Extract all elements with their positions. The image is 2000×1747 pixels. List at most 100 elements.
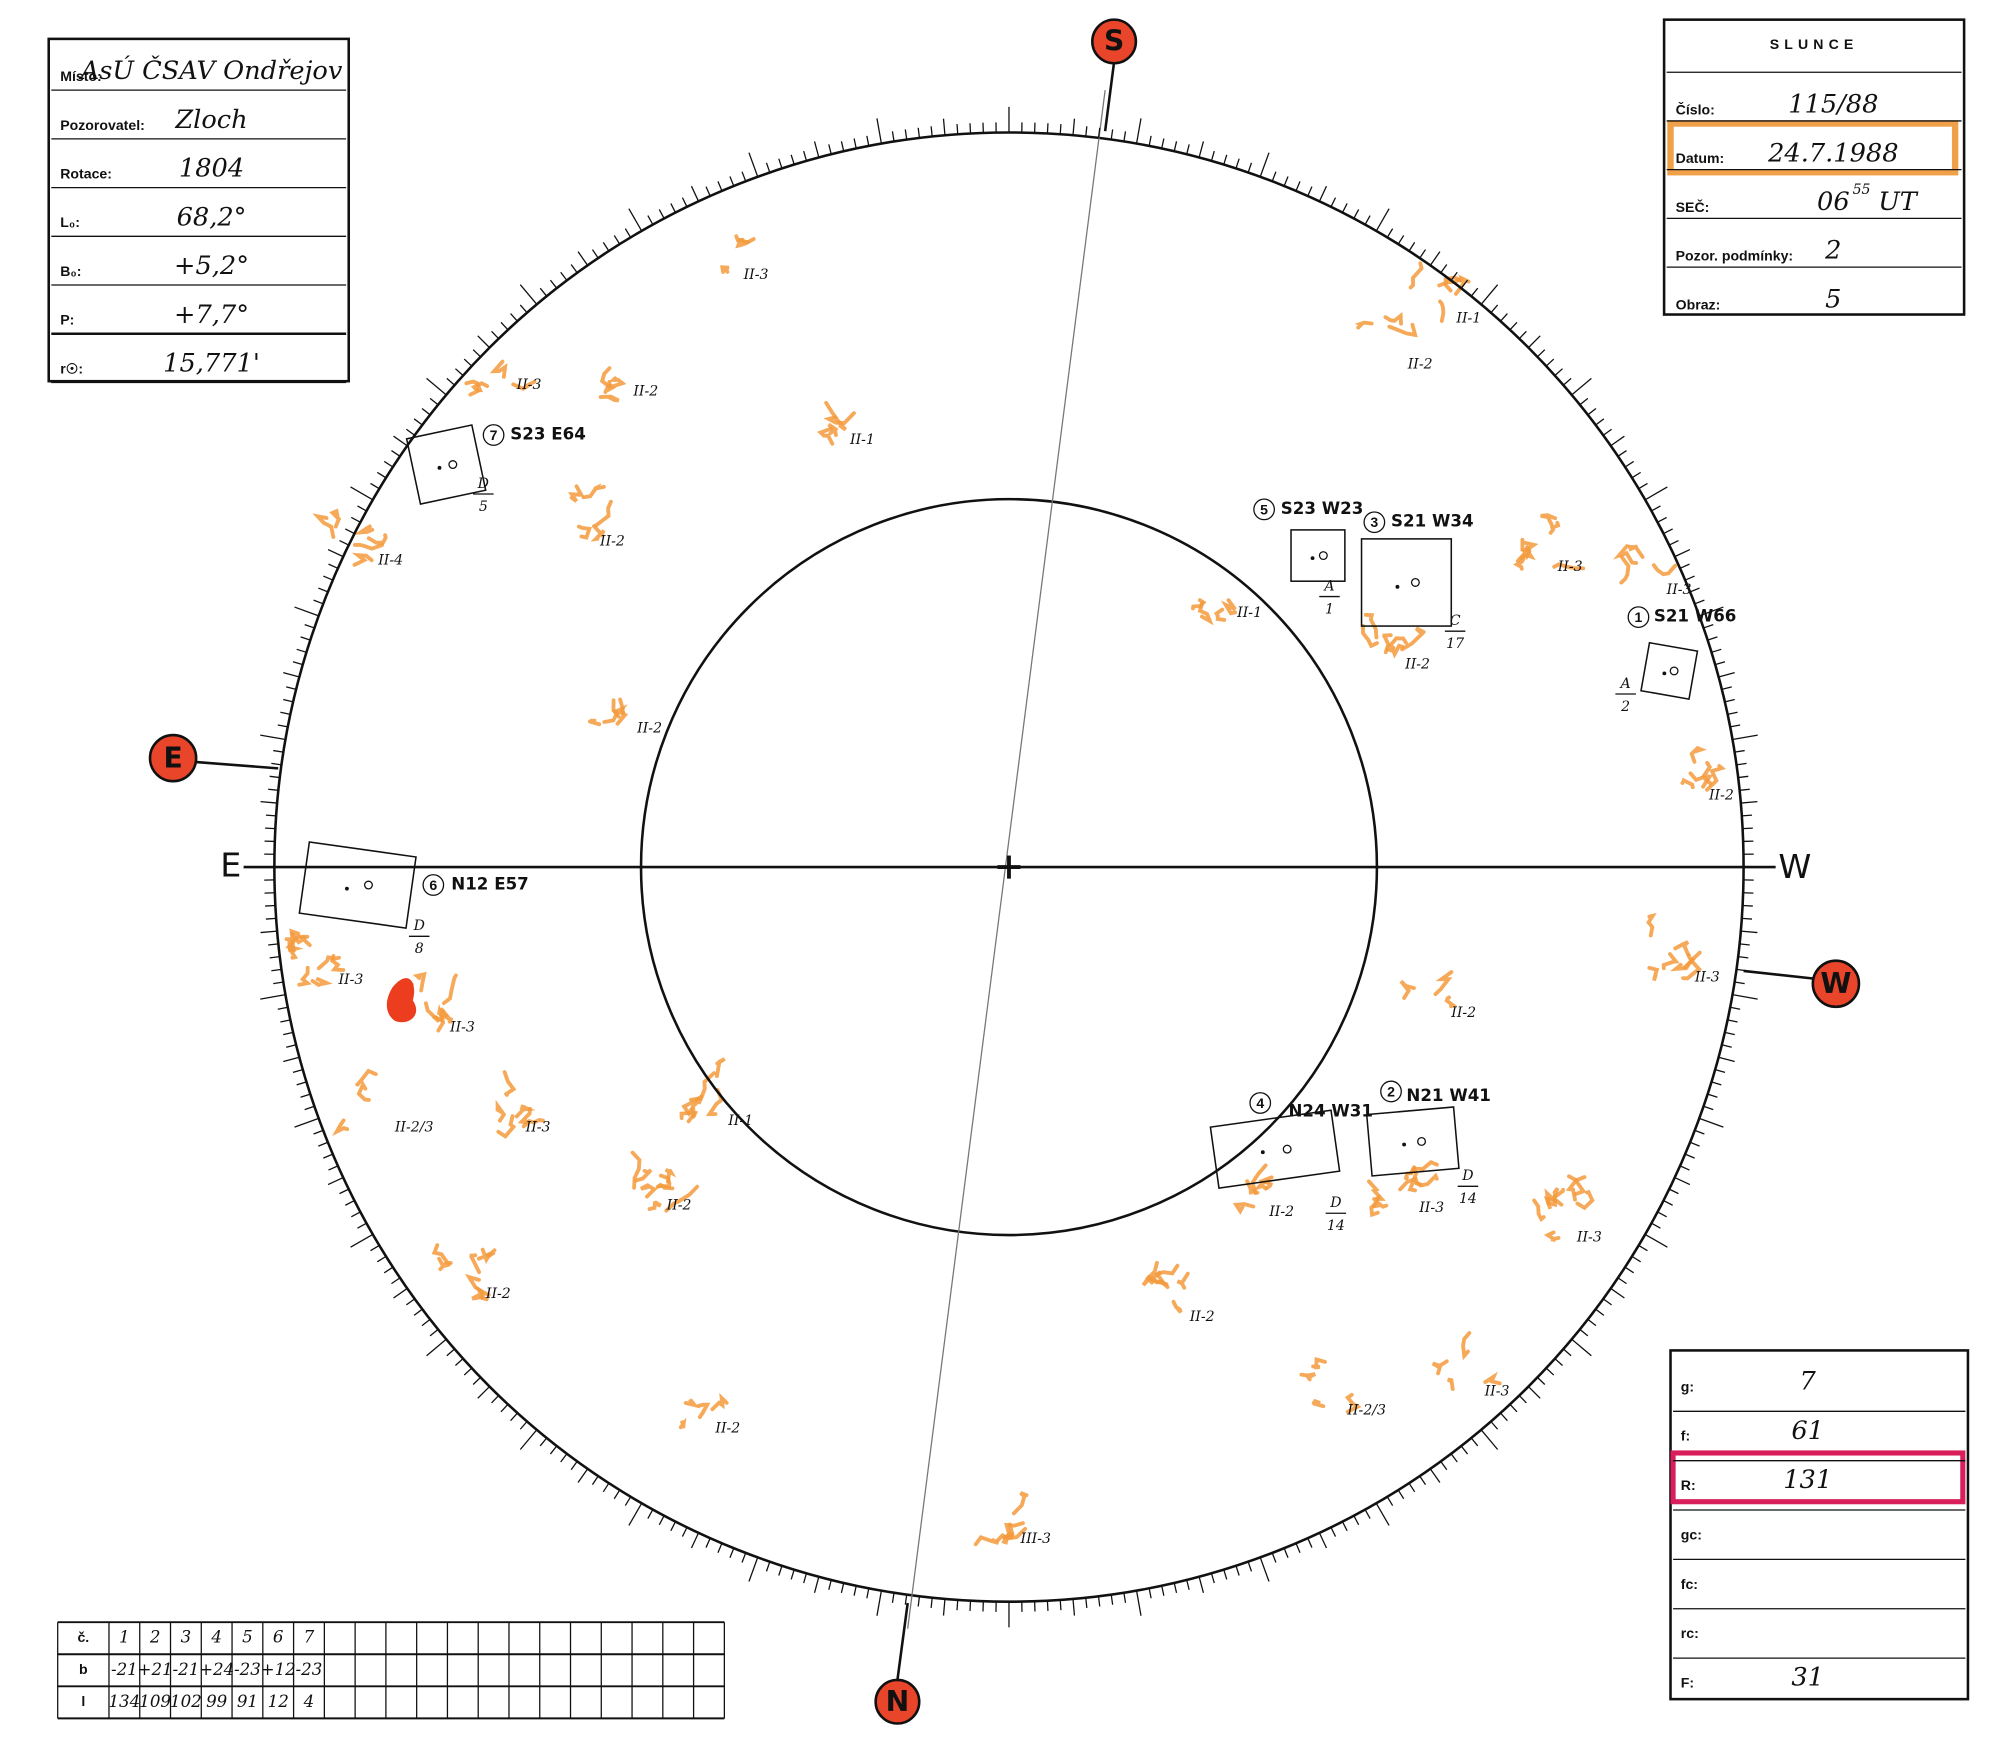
limb-tick (969, 1600, 972, 1611)
limb-tick (549, 1445, 558, 1455)
facula (489, 359, 508, 379)
summary-label: f: (1681, 1428, 1690, 1444)
table-cell: 91 (237, 1692, 258, 1711)
limb-tick (1271, 171, 1277, 182)
limb-tick (876, 118, 883, 144)
facula (355, 1068, 378, 1087)
facula (1444, 995, 1458, 1009)
limb-tick (1135, 118, 1142, 144)
limb-tick (1386, 1496, 1394, 1506)
limb-tick (1271, 1552, 1277, 1563)
group-box (1290, 529, 1346, 582)
facula-label: II-1 (727, 1113, 753, 1129)
facula (1646, 912, 1657, 938)
group-class: D (413, 918, 425, 934)
field-label: P: (60, 312, 74, 328)
group-position: S21 W34 (1391, 512, 1474, 531)
limb-tick (1724, 698, 1735, 703)
limb-tick (1470, 1437, 1479, 1447)
facula (973, 1535, 1000, 1547)
limb-tick (519, 1429, 538, 1450)
field-sup: 55 (1853, 182, 1871, 198)
limb-tick (1397, 1489, 1405, 1500)
limb-tick (1173, 1582, 1178, 1594)
facula (1613, 544, 1639, 565)
group-number: 4 (1256, 1095, 1264, 1111)
facula (1344, 1392, 1362, 1414)
limb-tick (729, 176, 735, 187)
limb-tick (283, 1056, 300, 1063)
facula (1700, 760, 1713, 789)
limb-tick (327, 549, 344, 558)
limb-tick (942, 1598, 946, 1616)
limb-tick (1644, 486, 1668, 501)
limb-tick (813, 1576, 820, 1593)
limb-tick (681, 197, 688, 208)
facula (657, 1173, 672, 1189)
limb-tick (1714, 661, 1726, 666)
facula (440, 1007, 454, 1024)
limb-tick (602, 1482, 610, 1493)
limb-tick (1732, 994, 1758, 1000)
field-value: 5 (1825, 284, 1841, 314)
table-cell: 99 (206, 1692, 228, 1711)
group-count: 1 (1325, 601, 1334, 617)
facula (1627, 544, 1645, 559)
limb-tick (1734, 749, 1745, 753)
facula (615, 697, 629, 726)
facula (1532, 1198, 1546, 1222)
spot (345, 886, 349, 891)
facula (1438, 299, 1446, 323)
facula (1680, 777, 1695, 790)
limb-tick (1579, 397, 1589, 406)
limb-tick (1527, 1386, 1541, 1399)
limb-tick (1587, 1318, 1597, 1327)
limb-tick (1707, 636, 1718, 641)
limb-tick (647, 1509, 654, 1519)
limb-tick (1663, 1200, 1673, 1206)
pointer-line (1103, 61, 1116, 132)
limb-tick (741, 1552, 747, 1563)
facula (521, 1118, 545, 1129)
facula (634, 1168, 653, 1183)
limb-tick (876, 1590, 883, 1616)
limb-tick (1318, 185, 1328, 202)
summary-label: fc: (1681, 1576, 1698, 1592)
limb-tick (350, 486, 374, 501)
limb-tick (1631, 471, 1642, 479)
limb-tick (1408, 242, 1416, 252)
table-cell: -23 (296, 1660, 323, 1679)
limb-tick (1571, 377, 1592, 396)
facula-label: II-4 (377, 553, 403, 569)
limb-tick (1545, 1367, 1555, 1376)
limb-tick (1674, 549, 1691, 558)
group-position: S23 E64 (510, 425, 586, 444)
field-value: 1804 (179, 154, 244, 184)
table-cell: 7 (304, 1628, 315, 1647)
field-label: Rotace: (60, 166, 112, 182)
facula-label: II-3 (1666, 582, 1692, 598)
spot (1662, 671, 1667, 676)
summary-box (1669, 1349, 1970, 1701)
slunce-box (1662, 18, 1966, 316)
spot (1318, 551, 1328, 561)
limb-tick (1235, 1565, 1240, 1576)
limb-tick (286, 1044, 297, 1048)
facula (502, 1070, 517, 1097)
limb-tick (280, 1019, 291, 1023)
facula (351, 552, 374, 567)
limb-tick (1617, 1277, 1627, 1285)
spot (448, 460, 458, 470)
facula-label: II-2 (714, 1421, 740, 1437)
limb-tick (265, 904, 276, 907)
limb-tick (357, 1222, 367, 1229)
limb-tick (628, 1502, 643, 1526)
group-number-ring (1380, 1080, 1402, 1103)
limb-tick (1595, 418, 1605, 426)
limb-tick (1545, 358, 1555, 367)
limb-tick (391, 450, 401, 457)
limb-tick (1624, 1266, 1635, 1274)
limb-tick (1072, 1598, 1076, 1616)
limb-tick (1450, 1453, 1458, 1463)
limb-tick (778, 158, 783, 169)
